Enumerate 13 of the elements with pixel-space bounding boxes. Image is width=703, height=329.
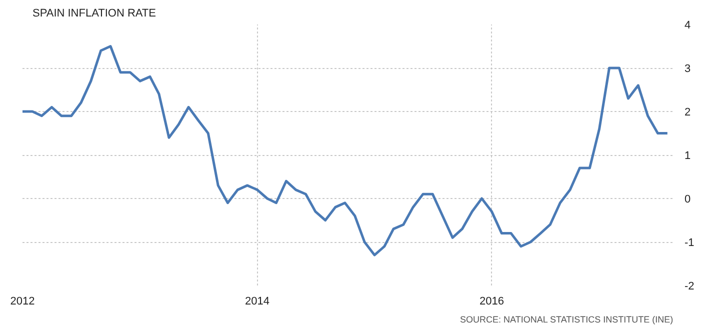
chart-title: SPAIN INFLATION RATE bbox=[32, 8, 156, 20]
y-tick-label: 3 bbox=[684, 63, 691, 75]
source-note: SOURCE: NATIONAL STATISTICS INSTITUTE (INE) bbox=[460, 314, 674, 324]
y-tick-label: -1 bbox=[684, 237, 694, 249]
y-tick-label: -2 bbox=[684, 280, 694, 292]
x-tick-label: 2016 bbox=[479, 296, 504, 308]
x-tick-label: 2012 bbox=[10, 296, 35, 308]
y-tick-label: 1 bbox=[684, 150, 691, 162]
y-tick-label: 2 bbox=[684, 106, 691, 118]
x-tick-label: 2014 bbox=[245, 296, 270, 308]
y-tick-label: 4 bbox=[684, 20, 691, 32]
line-series bbox=[22, 45, 669, 256]
y-tick-label: 0 bbox=[684, 194, 691, 206]
